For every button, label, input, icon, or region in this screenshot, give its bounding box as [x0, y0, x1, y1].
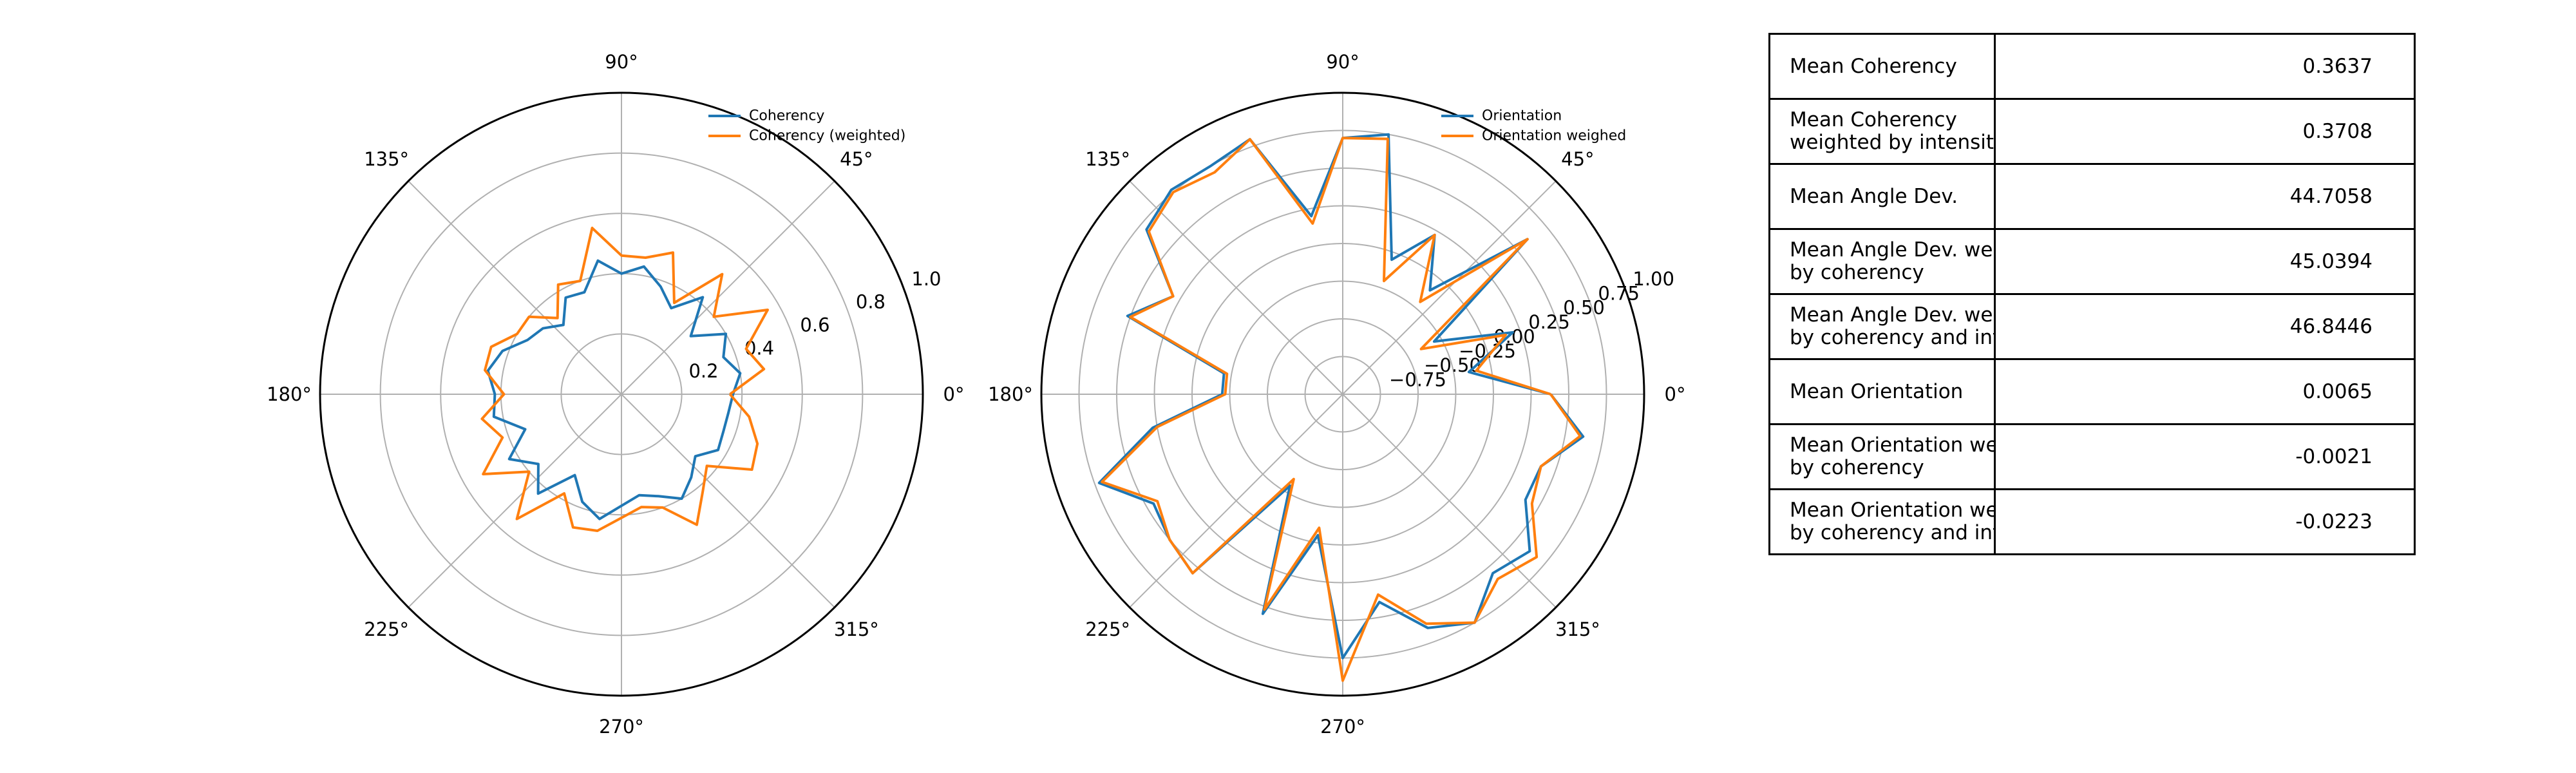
legend-label-orientation: Orientation	[1482, 108, 1562, 124]
row-label: Mean Angle Dev.	[1790, 184, 1958, 208]
theta-gridline-1	[1342, 180, 1557, 395]
theta-tick-label-0: 0°	[1665, 383, 1686, 405]
r-tick-label-4: 0.25	[1528, 311, 1570, 333]
row-value: 46.8446	[2289, 315, 2372, 338]
r-tick-label-3: 0.8	[856, 291, 886, 313]
row-value-cell: 44.7058	[1994, 163, 2416, 230]
theta-gridline-5	[408, 394, 622, 608]
row-value-cell: 0.3708	[1994, 98, 2416, 165]
legend: Coherency Coherency (weighted)	[708, 108, 905, 144]
polar-spine	[319, 91, 924, 697]
theta-tick-label-6: 270°	[599, 716, 644, 738]
row-label-cell: Mean Orientation we by coherency and int	[1768, 488, 1996, 555]
row-value-cell: -0.0223	[1994, 488, 2416, 555]
series-line-orientation-weighed	[1101, 137, 1582, 682]
row-label: Mean Orientation	[1790, 379, 1964, 403]
theta-gridline-7	[621, 394, 835, 608]
theta-tick-label-6: 270°	[1320, 716, 1365, 738]
row-label-cell: Mean Orientation we by coherency	[1768, 423, 1996, 490]
row-value: 44.7058	[2289, 185, 2372, 208]
table-row: Mean Coherency 0.3637	[1768, 33, 2416, 100]
table-row: Mean Orientation 0.0065	[1768, 358, 2416, 425]
row-value: 45.0394	[2289, 250, 2372, 273]
row-label: Mean Coherency weighted by intensit	[1790, 108, 1994, 154]
r-tick-label-4: 1.0	[911, 268, 941, 290]
table-row: Mean Coherency weighted by intensit 0.370…	[1768, 98, 2416, 165]
row-value-cell: 0.0065	[1994, 358, 2416, 425]
row-value-cell: 45.0394	[1994, 228, 2416, 295]
theta-tick-label-1: 45°	[840, 148, 873, 170]
row-label: Mean Orientation we by coherency and int	[1790, 499, 1993, 544]
row-value: 0.3708	[2302, 120, 2372, 143]
theta-tick-label-7: 315°	[1555, 618, 1600, 640]
legend-label-coherency: Coherency	[749, 108, 824, 124]
table-row: Mean Angle Dev. we by coherency 45.0394	[1768, 228, 2416, 295]
theta-gridline-3	[1129, 180, 1343, 395]
theta-tick-label-1: 45°	[1561, 148, 1594, 170]
theta-tick-label-5: 225°	[1085, 618, 1130, 640]
polar-spine	[1040, 91, 1645, 697]
row-label: Mean Angle Dev. we by coherency and int	[1790, 303, 1993, 349]
row-label: Mean Orientation we by coherency	[1790, 434, 1993, 479]
row-label-cell: Mean Angle Dev. we by coherency and int	[1768, 293, 1996, 360]
r-tick-label-5: 0.50	[1563, 297, 1605, 319]
table-row: Mean Angle Dev. we by coherency and int 4…	[1768, 293, 2416, 360]
row-value: -0.0223	[2295, 510, 2372, 533]
row-label-cell: Mean Coherency weighted by intensit	[1768, 98, 1996, 165]
legend-label-coherency-weighted: Coherency (weighted)	[749, 128, 905, 144]
r-tick-label-6: 0.75	[1598, 282, 1640, 304]
series-line-coherency	[486, 259, 742, 520]
row-label: Mean Coherency	[1790, 54, 1957, 78]
coherency-polar-plot: 0° 45° 90° 135° 180° 225° 270° 315° 0.2 0.4 0.6 0.8…	[267, 51, 964, 738]
theta-tick-label-2: 90°	[1326, 51, 1359, 73]
row-label-cell: Mean Coherency	[1768, 33, 1996, 100]
legend: Orientation Orientation weighed	[1441, 108, 1626, 144]
legend-label-orientation-weighed: Orientation weighed	[1482, 128, 1626, 144]
row-value-cell: 0.3637	[1994, 33, 2416, 100]
row-label-cell: Mean Angle Dev. we by coherency	[1768, 228, 1996, 295]
theta-gridline-5	[1129, 394, 1343, 608]
theta-tick-label-3: 135°	[1085, 148, 1130, 170]
r-tick-label-0: 0.2	[688, 360, 718, 382]
row-label-cell: Mean Orientation	[1768, 358, 1996, 425]
row-label: Mean Angle Dev. we by coherency	[1790, 238, 1993, 284]
theta-gridline-1	[621, 180, 835, 395]
table-row: Mean Orientation we by coherency and int…	[1768, 488, 2416, 555]
theta-gridline-7	[1342, 394, 1557, 608]
theta-tick-label-4: 180°	[988, 383, 1033, 405]
row-value-cell: 46.8446	[1994, 293, 2416, 360]
theta-tick-label-2: 90°	[605, 51, 638, 73]
r-tick-label-1: 0.4	[744, 337, 774, 359]
summary-stats-table: Mean Coherency 0.3637 Mean Coherency weigh…	[1768, 33, 2416, 555]
row-value: -0.0021	[2295, 445, 2372, 468]
row-label-cell: Mean Angle Dev.	[1768, 163, 1996, 230]
row-value: 0.0065	[2302, 380, 2372, 403]
theta-gridline-3	[408, 180, 622, 395]
theta-tick-label-7: 315°	[834, 618, 879, 640]
theta-tick-label-0: 0°	[943, 383, 965, 405]
r-tick-label-0: −0.75	[1389, 369, 1446, 391]
row-value: 0.3637	[2302, 55, 2372, 78]
theta-tick-label-5: 225°	[364, 618, 409, 640]
r-tick-label-2: 0.6	[800, 314, 829, 336]
theta-tick-label-4: 180°	[267, 383, 312, 405]
r-tick-label-7: 1.00	[1633, 268, 1674, 290]
row-value-cell: -0.0021	[1994, 423, 2416, 490]
series-line-coherency-weighted	[480, 226, 769, 532]
theta-tick-label-3: 135°	[364, 148, 409, 170]
orientation-polar-plot: 0°45°90°135°180°225°270°315°−0.75−0.50−0…	[988, 51, 1685, 738]
table-row: Mean Orientation we by coherency -0.0021	[1768, 423, 2416, 490]
table-row: Mean Angle Dev. 44.7058	[1768, 163, 2416, 230]
